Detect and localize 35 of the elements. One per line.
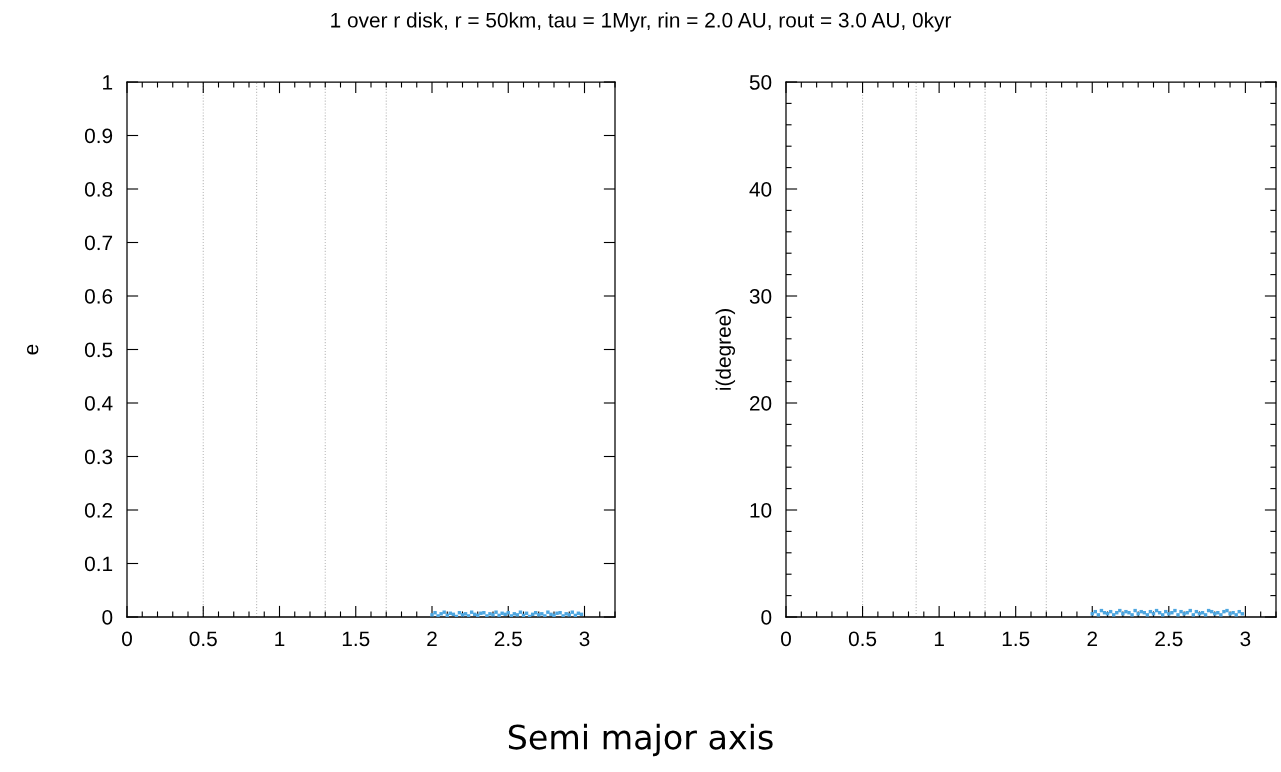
x-tick-label: 1.5 xyxy=(342,631,370,647)
y-tick-label: 0.1 xyxy=(84,556,113,572)
y-tick-label: 40 xyxy=(749,182,772,197)
y-tick-label: 1 xyxy=(103,75,113,90)
x-tick-label: 2.5 xyxy=(494,631,522,647)
y-tick-label: 0.4 xyxy=(84,396,113,411)
y-axis-title: e xyxy=(26,344,39,355)
y-tick-label: 0.5 xyxy=(84,342,113,358)
y-tick-label: 0 xyxy=(102,610,113,625)
y-tick-label: 0.3 xyxy=(84,449,113,465)
y-tick-label: 0.6 xyxy=(84,289,113,304)
y-tick-label: 0.9 xyxy=(84,128,113,144)
y-axis-title: i(degree) xyxy=(715,309,736,390)
x-tick-label: 1.5 xyxy=(1002,631,1030,647)
x-tick-label: 1 xyxy=(934,631,944,646)
x-tick-label: 0.5 xyxy=(189,631,217,647)
x-tick-label: 3 xyxy=(1240,631,1251,647)
x-axis-title: Semi major axis xyxy=(508,723,773,757)
y-tick-label: 30 xyxy=(749,289,772,304)
y-tick-label: 0.2 xyxy=(84,503,113,518)
x-tick-label: 0.5 xyxy=(848,631,877,647)
y-tick-label: 20 xyxy=(749,396,772,411)
x-tick-label: 0 xyxy=(781,631,791,647)
x-tick-label: 2 xyxy=(427,631,437,646)
y-tick-label: 0.8 xyxy=(84,182,113,197)
chart-title: 1 over r disk, r = 50km, tau = 1Myr, rin = 2.0 AU, rout = 3.0 AU, 0kyr xyxy=(331,12,952,32)
x-tick-label: 3 xyxy=(579,631,590,647)
y-tick-label: 0 xyxy=(761,610,772,625)
y-tick-label: 50 xyxy=(749,75,772,90)
x-tick-label: 0 xyxy=(122,631,132,647)
x-tick-label: 2.5 xyxy=(1155,631,1183,647)
x-tick-label: 2 xyxy=(1087,631,1097,646)
y-tick-label: 0.7 xyxy=(84,235,113,251)
x-tick-label: 1 xyxy=(275,631,285,646)
y-tick-label: 10 xyxy=(750,503,772,518)
